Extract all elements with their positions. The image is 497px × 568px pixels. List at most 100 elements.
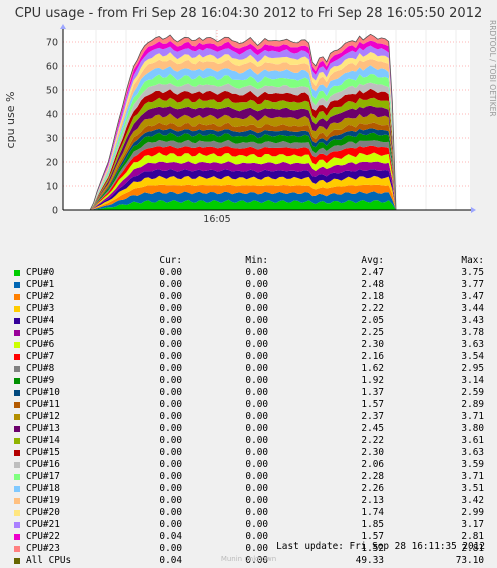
area-cpu12 [90,113,396,210]
legend-avg: 2.37 [361,411,384,422]
legend-row: CPU#8 0.00 0.00 1.62 2.95 [0,363,497,375]
legend-swatch [14,378,20,384]
munin-brand: Munin unknown [220,555,277,563]
legend-row: CPU#20 0.00 0.00 1.74 2.99 [0,507,497,519]
legend-avg: 1.57 [361,531,384,542]
legend-cur: 0.00 [159,267,182,278]
legend-name: CPU#22 [26,531,60,542]
legend-swatch [14,366,20,372]
legend-max: 3.47 [461,291,484,302]
legend-row: CPU#0 0.00 0.00 2.47 3.75 [0,267,497,279]
legend-max: 3.71 [461,411,484,422]
legend-max: 2.99 [461,507,484,518]
legend-avg: 1.52 [361,543,384,554]
legend-avg: 2.30 [361,339,384,350]
legend-row: CPU#21 0.00 0.00 1.85 3.17 [0,519,497,531]
legend-name: CPU#15 [26,447,60,458]
legend-avg: 2.25 [361,327,384,338]
legend-min: 0.00 [245,447,268,458]
legend-swatch [14,270,20,276]
cpu-usage-chart: 0 10 20 30 40 50 60 70 16:05 cpu use % [4,24,476,225]
legend-swatch [14,282,20,288]
legend-name: CPU#5 [26,327,55,338]
legend-name: CPU#17 [26,471,60,482]
legend-name: CPU#14 [26,435,60,446]
legend-row: All CPUs 0.04 0.00 49.33 73.10 [0,555,497,567]
legend-swatch [14,510,20,516]
legend-swatch [14,294,20,300]
x-axis-arrow [471,207,476,213]
legend-name: CPU#20 [26,507,60,518]
legend-max: 3.63 [461,339,484,350]
y-tick-label: 50 [46,86,58,97]
area-cpu4 [90,169,396,210]
legend-avg: 2.45 [361,423,384,434]
legend-name: CPU#16 [26,459,60,470]
legend-avg: 2.06 [361,459,384,470]
area-cpu1 [90,191,396,210]
legend-swatch [14,402,20,408]
last-update: Last update: Fri Sep 28 16:11:35 2012 [276,541,485,552]
legend-name: CPU#0 [26,267,55,278]
area-cpu13 [90,105,396,210]
legend-row: CPU#5 0.00 0.00 2.25 3.78 [0,327,497,339]
legend-row: CPU#10 0.00 0.00 1.37 2.59 [0,387,497,399]
legend-min: 0.00 [245,423,268,434]
legend-avg: 2.16 [361,351,384,362]
legend-swatch [14,498,20,504]
legend-row: CPU#14 0.00 0.00 2.22 3.61 [0,435,497,447]
legend-row: CPU#17 0.00 0.00 2.28 3.71 [0,471,497,483]
legend-avg: 2.13 [361,495,384,506]
legend-name: CPU#3 [26,303,55,314]
legend-min: 0.00 [245,531,268,542]
legend-cur: 0.04 [159,555,182,566]
legend-swatch [14,462,20,468]
legend-swatch [14,522,20,528]
legend-min: 0.00 [245,483,268,494]
area-cpu6 [90,152,396,210]
legend-min: 0.00 [245,543,268,554]
y-tick-label: 20 [46,158,58,169]
legend-min: 0.00 [245,411,268,422]
chart-title: CPU usage - from Fri Sep 28 16:04:30 201… [14,6,483,21]
legend-swatch [14,330,20,336]
legend-swatch [14,414,20,420]
legend-header: Cur: Min: Avg: Max: [0,255,497,267]
legend-name: CPU#11 [26,399,60,410]
legend-max: 2.59 [461,387,484,398]
legend-min: 0.00 [245,495,268,506]
legend-swatch [14,486,20,492]
legend-avg: 49.33 [355,555,384,566]
legend-cur: 0.00 [159,471,182,482]
legend-name: CPU#13 [26,423,60,434]
legend-name: CPU#8 [26,363,55,374]
legend-cur: 0.00 [159,447,182,458]
legend-name: CPU#18 [26,483,60,494]
legend-avg: 2.48 [361,279,384,290]
area-cpu7 [90,145,396,210]
legend-name: CPU#23 [26,543,60,554]
legend-swatch [14,546,20,552]
y-tick-label: 0 [52,206,58,217]
legend-cur: 0.00 [159,399,182,410]
legend-swatch [14,474,20,480]
legend-cur: 0.00 [159,303,182,314]
legend-max: 2.95 [461,363,484,374]
legend-max: 2.81 [461,531,484,542]
legend-max: 3.61 [461,435,484,446]
legend-cur: 0.00 [159,543,182,554]
legend-min: 0.00 [245,375,268,386]
legend-max: 3.75 [461,267,484,278]
legend-min: 0.00 [245,399,268,410]
legend-min: 0.00 [245,507,268,518]
legend-avg: 1.57 [361,399,384,410]
legend-swatch [14,426,20,432]
header-cur: Cur: [159,255,182,266]
legend-max: 3.78 [461,327,484,338]
legend-row: CPU#12 0.00 0.00 2.37 3.71 [0,411,497,423]
legend-max: 2.81 [461,543,484,554]
legend-row: CPU#3 0.00 0.00 2.22 3.44 [0,303,497,315]
legend-name: CPU#9 [26,375,55,386]
legend-name: CPU#2 [26,291,55,302]
legend-cur: 0.00 [159,327,182,338]
